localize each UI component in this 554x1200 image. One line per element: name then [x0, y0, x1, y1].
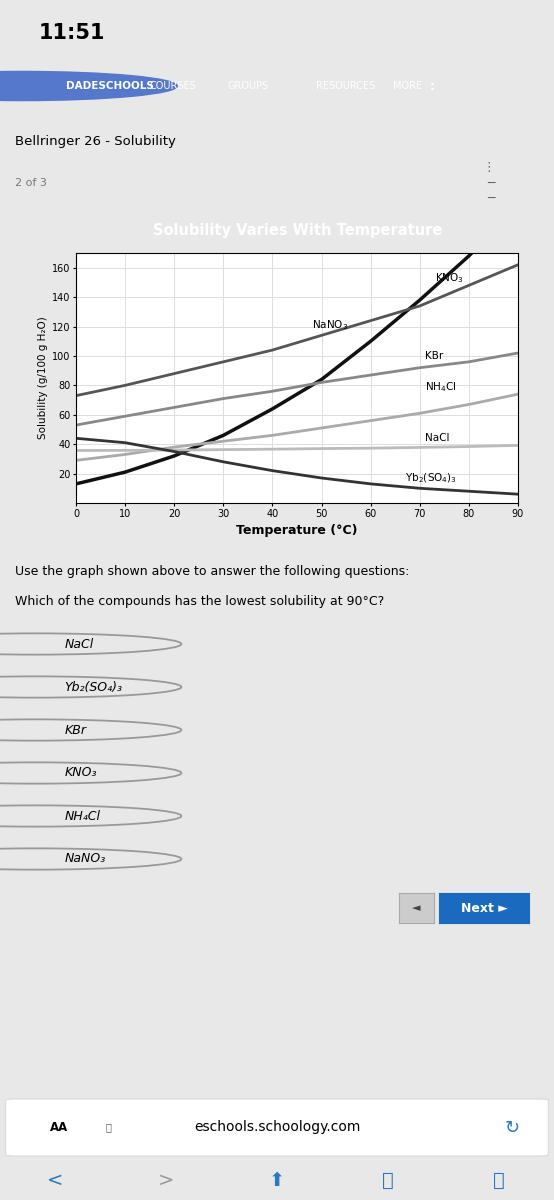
FancyBboxPatch shape: [6, 1099, 548, 1156]
Text: COURSES: COURSES: [150, 80, 196, 91]
Text: RESOURCES: RESOURCES: [316, 80, 375, 91]
Text: KBr: KBr: [425, 350, 443, 361]
Text: NaNO₃: NaNO₃: [64, 852, 106, 865]
Text: NH₄Cl: NH₄Cl: [64, 810, 100, 822]
Text: Solubility Varies With Temperature: Solubility Varies With Temperature: [153, 222, 443, 238]
X-axis label: Temperature (°C): Temperature (°C): [236, 524, 358, 538]
Text: GROUPS: GROUPS: [227, 80, 268, 91]
Text: KNO$_3$: KNO$_3$: [434, 271, 463, 284]
Text: Which of the compounds has the lowest solubility at 90°C?: Which of the compounds has the lowest so…: [15, 594, 384, 607]
Text: Next ►: Next ►: [460, 901, 507, 914]
Text: DADESCHOOLS: DADESCHOOLS: [66, 80, 155, 91]
Text: ⋮
─
─: ⋮ ─ ─: [483, 162, 495, 204]
Text: Yb$_2$(SO$_4$)$_3$: Yb$_2$(SO$_4$)$_3$: [405, 472, 457, 485]
Text: Yb₂(SO₄)₃: Yb₂(SO₄)₃: [64, 680, 122, 694]
Text: AA: AA: [50, 1121, 68, 1134]
Circle shape: [0, 72, 177, 101]
Text: NaNO$_3$: NaNO$_3$: [312, 318, 348, 332]
Text: :: :: [429, 79, 434, 92]
Text: Use the graph shown above to answer the following questions:: Use the graph shown above to answer the …: [15, 564, 409, 577]
Text: ↻: ↻: [504, 1118, 519, 1136]
Text: NH$_4$Cl: NH$_4$Cl: [425, 380, 456, 394]
Text: <: <: [47, 1170, 64, 1189]
Text: 🔒: 🔒: [105, 1122, 111, 1133]
Text: eschools.schoology.com: eschools.schoology.com: [194, 1121, 360, 1134]
Text: KBr: KBr: [64, 724, 86, 737]
Text: NaCl: NaCl: [425, 433, 449, 443]
Text: ◄: ◄: [412, 902, 420, 913]
Text: KNO₃: KNO₃: [64, 767, 97, 780]
Text: >: >: [158, 1170, 175, 1189]
Text: 11:51: 11:51: [39, 23, 105, 43]
Y-axis label: Solubility (g/100 g H₂O): Solubility (g/100 g H₂O): [38, 317, 48, 439]
Text: ⧉: ⧉: [493, 1170, 505, 1189]
Text: NaCl: NaCl: [64, 637, 94, 650]
Text: 📖: 📖: [382, 1170, 394, 1189]
Text: Bellringer 26 - Solubility: Bellringer 26 - Solubility: [15, 134, 176, 148]
Text: MORE: MORE: [393, 80, 423, 91]
Text: 2 of 3: 2 of 3: [15, 178, 47, 188]
Text: ⬆: ⬆: [269, 1170, 285, 1189]
